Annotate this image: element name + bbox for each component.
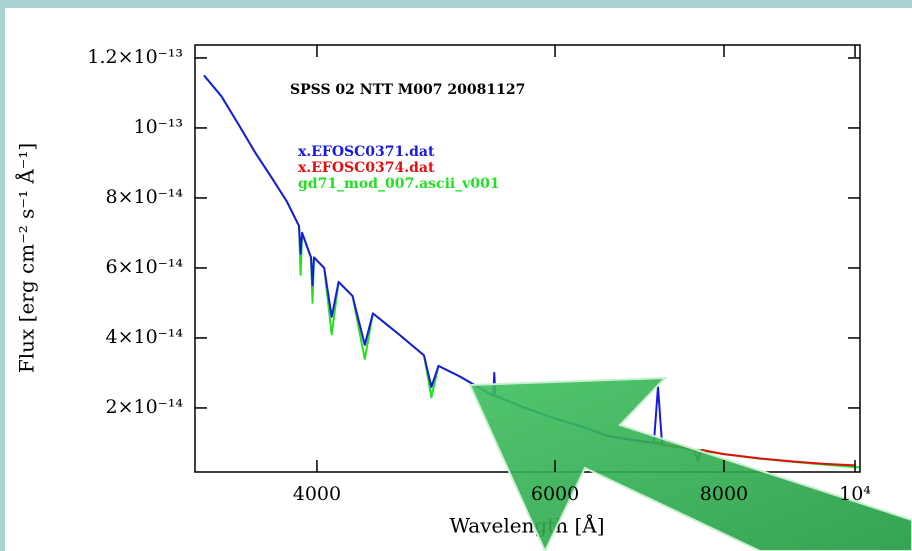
left-border bbox=[0, 0, 5, 551]
y-axis-label: Flux [erg cm⁻² s⁻¹ Å⁻¹] bbox=[14, 143, 39, 373]
x-axis-label: Wavelength [Å] bbox=[449, 513, 604, 538]
x-tick-label: 6000 bbox=[531, 483, 579, 505]
legend-entry: x.EFOSC0371.dat bbox=[298, 144, 435, 160]
y-tick-label: 4×10⁻¹⁴ bbox=[106, 326, 184, 348]
x-tick-label: 10⁴ bbox=[839, 483, 871, 505]
arrow-annotation bbox=[468, 376, 912, 551]
y-tick-label: 1.2×10⁻¹³ bbox=[87, 46, 183, 68]
x-tick-label: 4000 bbox=[293, 483, 341, 505]
y-tick-label: 8×10⁻¹⁴ bbox=[106, 186, 184, 208]
y-tick-label: 2×10⁻¹⁴ bbox=[106, 396, 184, 418]
legend-entry: gd71_mod_007.ascii_v001 bbox=[298, 176, 500, 192]
x-tick-label: 8000 bbox=[700, 483, 748, 505]
legend-entry: x.EFOSC0374.dat bbox=[298, 160, 435, 176]
y-tick-label: 6×10⁻¹⁴ bbox=[106, 256, 184, 278]
y-tick-label: 10⁻¹³ bbox=[134, 116, 183, 138]
chart-title: SPSS 02 NTT M007 20081127 bbox=[290, 82, 525, 98]
top-border bbox=[0, 0, 912, 8]
